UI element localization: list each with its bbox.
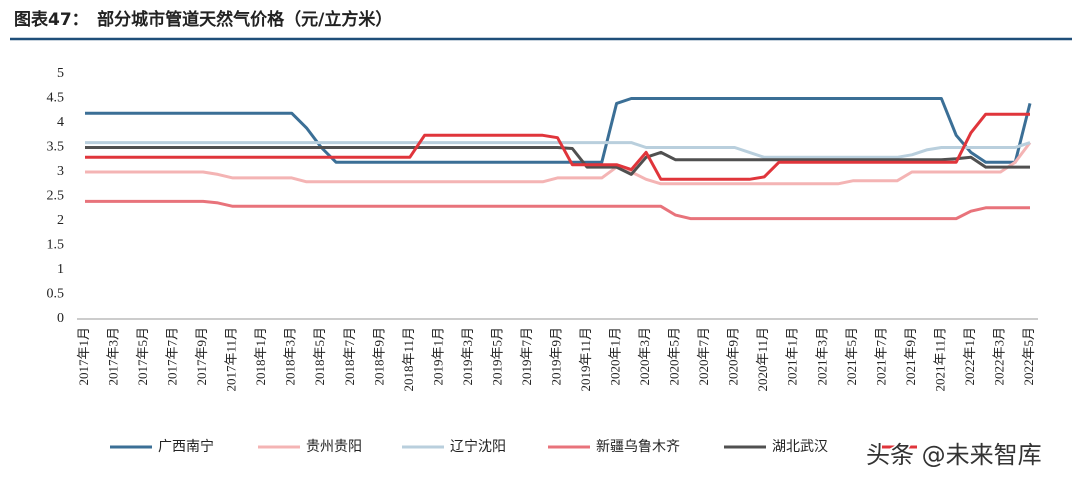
legend-label: 贵州贵阳 [306,439,362,455]
x-tick-label: 2022年3月 [991,327,1006,386]
y-tick-label: 1 [57,262,64,277]
y-tick-label: 1.5 [47,238,65,253]
y-tick-label: 5 [57,66,64,81]
x-tick-label: 2018年11月 [401,327,416,392]
y-tick-label: 4.5 [47,91,65,106]
legend-label: 广西南宁 [158,438,214,455]
chart-title: 图表47： 部分城市管道天然气价格（元/立方米） [14,9,392,30]
x-tick-label: 2022年1月 [962,327,977,386]
x-tick-label: 2022年5月 [1021,327,1036,386]
x-tick-label: 2021年7月 [873,327,888,386]
x-tick-label: 2021年1月 [785,327,800,386]
x-tick-label: 2021年5月 [844,327,859,386]
series-line [85,199,1030,221]
x-tick-label: 2018年3月 [283,327,298,386]
legend-label: 辽宁沈阳 [450,438,506,455]
x-tick-label: 2019年1月 [430,327,445,386]
series-line [85,141,1032,186]
x-tick-label: 2018年9月 [371,327,386,386]
x-tick-label: 2018年1月 [253,327,268,386]
x-tick-label: 2020年1月 [608,327,623,386]
y-tick-label: 3 [57,164,64,179]
x-tick-label: 2018年7月 [342,327,357,386]
y-tick-label: 2.5 [47,189,65,204]
y-tick-label: 2 [57,213,64,228]
x-tick-label: 2019年9月 [548,327,563,386]
x-tick-label: 2017年9月 [194,327,209,386]
y-tick-label: 3.5 [47,140,65,155]
series-line [85,112,1030,181]
x-tick-label: 2021年3月 [814,327,829,386]
x-tick-label: 2019年3月 [460,327,475,386]
y-tick-label: 0 [57,311,64,326]
legend-label: 新疆乌鲁木齐 [596,439,680,455]
x-tick-label: 2020年5月 [667,327,682,386]
x-tick-label: 2017年1月 [76,327,91,386]
x-tick-label: 2021年11月 [932,327,947,392]
x-tick-label: 2017年11月 [224,327,239,392]
series-line [85,141,1031,159]
series-line [85,146,1030,176]
x-tick-label: 2019年7月 [519,327,534,386]
x-tick-label: 2020年11月 [755,327,770,392]
x-tick-label: 2017年5月 [135,327,150,386]
watermark: 头条 @未来智库 [866,441,1042,469]
series-line [85,97,1032,164]
x-tick-label: 2019年11月 [578,327,593,392]
x-tick-label: 2020年3月 [637,327,652,386]
x-tick-label: 2017年3月 [106,327,121,386]
x-tick-label: 2021年9月 [903,327,918,386]
x-tick-label: 2017年7月 [165,327,180,386]
legend-label: 湖北武汉 [772,439,828,455]
y-tick-label: 0.5 [47,287,65,302]
y-tick-label: 4 [57,115,64,130]
x-tick-label: 2019年5月 [489,327,504,386]
x-tick-label: 2020年9月 [726,327,741,386]
x-tick-label: 2020年7月 [696,327,711,386]
x-tick-label: 2018年5月 [312,327,327,386]
